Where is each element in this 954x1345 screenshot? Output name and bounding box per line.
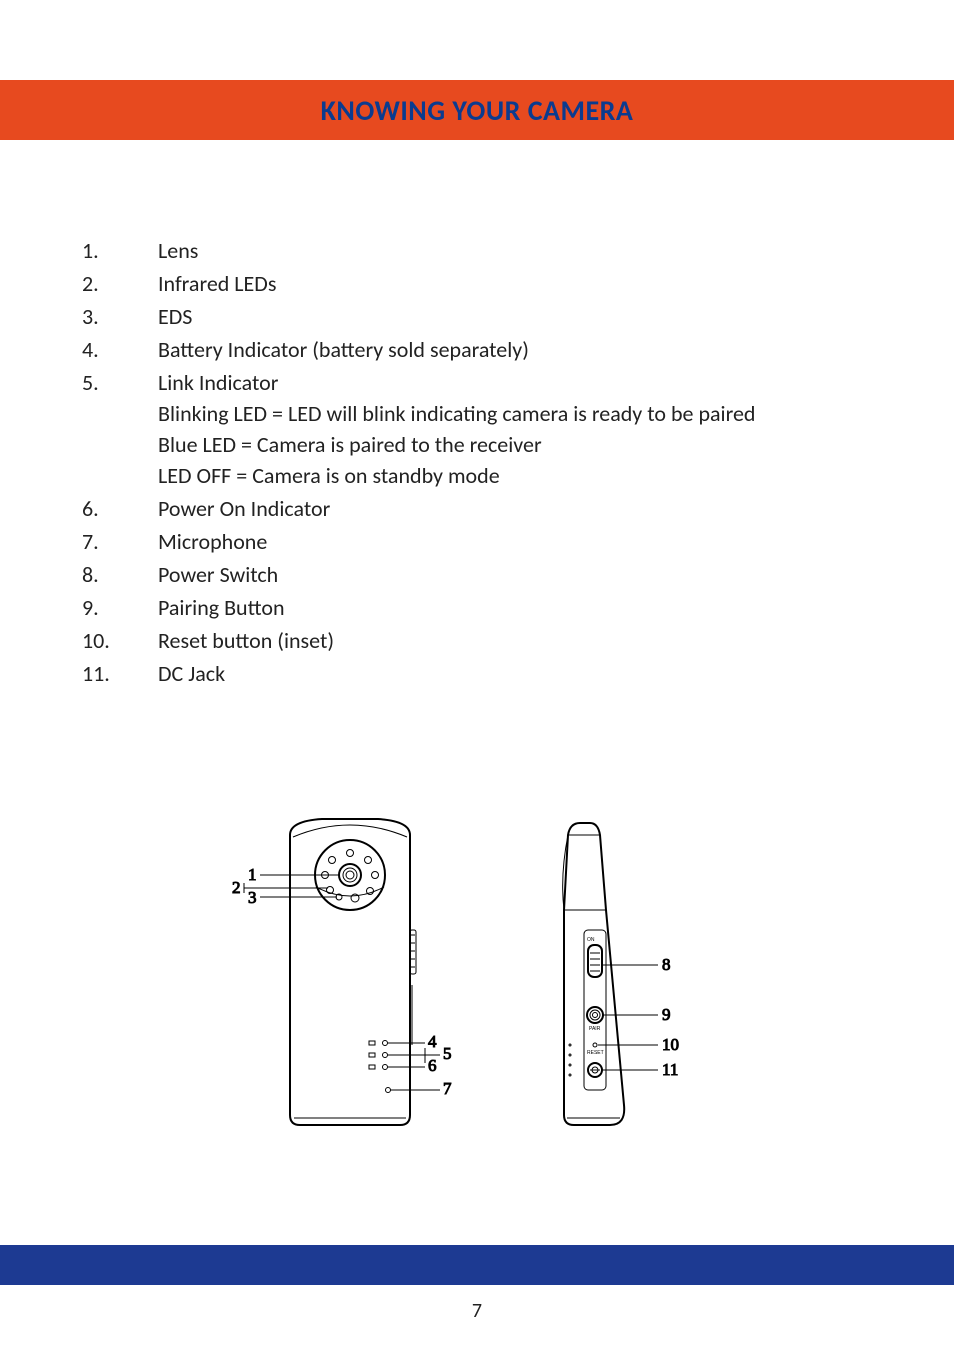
list-item: Power Switch [158, 559, 884, 590]
list-item-label: Link Indicator [158, 369, 278, 396]
list-item: Power On Indicator [158, 493, 884, 524]
footer-band [0, 1245, 954, 1285]
header-band: KNOWING YOUR CAMERA [0, 80, 954, 140]
list-item: EDS [158, 301, 884, 332]
diagram-svg: 1 2 3 4 5 6 7 [180, 805, 800, 1145]
list-item: Pairing Button [158, 592, 884, 623]
list-item: DC Jack [158, 658, 884, 689]
list-item: Infrared LEDs [158, 268, 884, 299]
list-num: 10. [82, 625, 158, 656]
list-num: 8. [82, 559, 158, 590]
list-item: Battery Indicator (battery sold separate… [158, 334, 884, 365]
list-num: 11. [82, 658, 158, 689]
list-num: 4. [82, 334, 158, 365]
list-num: 6. [82, 493, 158, 524]
tiny-reset-label: RESET [587, 1050, 604, 1056]
list-sub: Blue LED = Camera is paired to the recei… [158, 429, 884, 460]
list-item: Microphone [158, 526, 884, 557]
list-sub: Blinking LED = LED will blink indicating… [158, 398, 884, 429]
list-sub: LED OFF = Camera is on standby mode [158, 460, 884, 491]
list-num: 3. [82, 301, 158, 332]
list-num: 5. [82, 367, 158, 491]
list-num: 2. [82, 268, 158, 299]
camera-diagram: 1 2 3 4 5 6 7 [180, 805, 800, 1145]
list-item: Lens [158, 235, 884, 266]
list-num: 9. [82, 592, 158, 623]
list-item: Link Indicator Blinking LED = LED will b… [158, 367, 884, 491]
callout-4: 4 [428, 1032, 437, 1051]
parts-list: 1. Lens 2. Infrared LEDs 3. EDS 4. Batte… [82, 235, 884, 689]
list-num: 1. [82, 235, 158, 266]
callout-2: 2 [232, 878, 241, 897]
callout-8: 8 [662, 955, 671, 974]
callout-11: 11 [662, 1060, 678, 1079]
tiny-on-label: ON [587, 937, 595, 943]
list-num: 7. [82, 526, 158, 557]
list-item: Reset button (inset) [158, 625, 884, 656]
callout-6: 6 [428, 1056, 437, 1075]
callout-3: 3 [248, 888, 257, 907]
content-area: 1. Lens 2. Infrared LEDs 3. EDS 4. Batte… [82, 235, 884, 689]
callout-5: 5 [443, 1044, 452, 1063]
tiny-pair-label: PAIR [589, 1026, 601, 1032]
page-title: KNOWING YOUR CAMERA [321, 93, 634, 128]
callout-10: 10 [662, 1035, 679, 1054]
page-number: 7 [0, 1299, 954, 1323]
callout-7: 7 [443, 1079, 452, 1098]
callout-9: 9 [662, 1005, 671, 1024]
manual-page: KNOWING YOUR CAMERA 1. Lens 2. Infrared … [0, 0, 954, 1345]
callout-1: 1 [248, 865, 257, 884]
